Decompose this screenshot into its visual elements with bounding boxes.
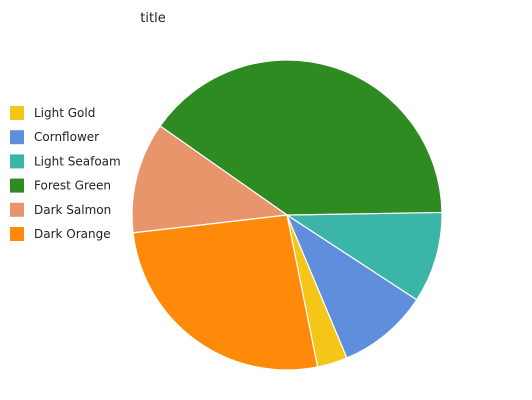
- legend-label: Light Seafoam: [34, 154, 121, 168]
- chart-title: title: [140, 11, 165, 26]
- legend-swatch: [10, 178, 24, 193]
- pie-slice-dark-salmon: [131, 125, 289, 234]
- legend-swatch: [10, 202, 24, 217]
- legend-swatch: [10, 106, 24, 120]
- legend-swatch: [10, 154, 24, 169]
- legend-label: Cornflower: [34, 130, 99, 144]
- pie-slices: [131, 59, 443, 371]
- legend-label: Dark Orange: [34, 227, 111, 241]
- legend: Light Gold Cornflower Light Seafoam Forest …: [10, 106, 121, 241]
- pie-slice-cornflower: [285, 213, 418, 359]
- pie-slice-dark-orange: [132, 214, 319, 371]
- pie-slice-forest-green: [159, 59, 443, 216]
- pie-slice-light-seafoam: [285, 211, 443, 301]
- legend-label: Forest Green: [34, 179, 111, 193]
- legend-label: Dark Salmon: [34, 203, 111, 217]
- legend-swatch: [10, 130, 24, 145]
- legend-swatch: [10, 227, 24, 241]
- legend-label: Light Gold: [34, 106, 95, 120]
